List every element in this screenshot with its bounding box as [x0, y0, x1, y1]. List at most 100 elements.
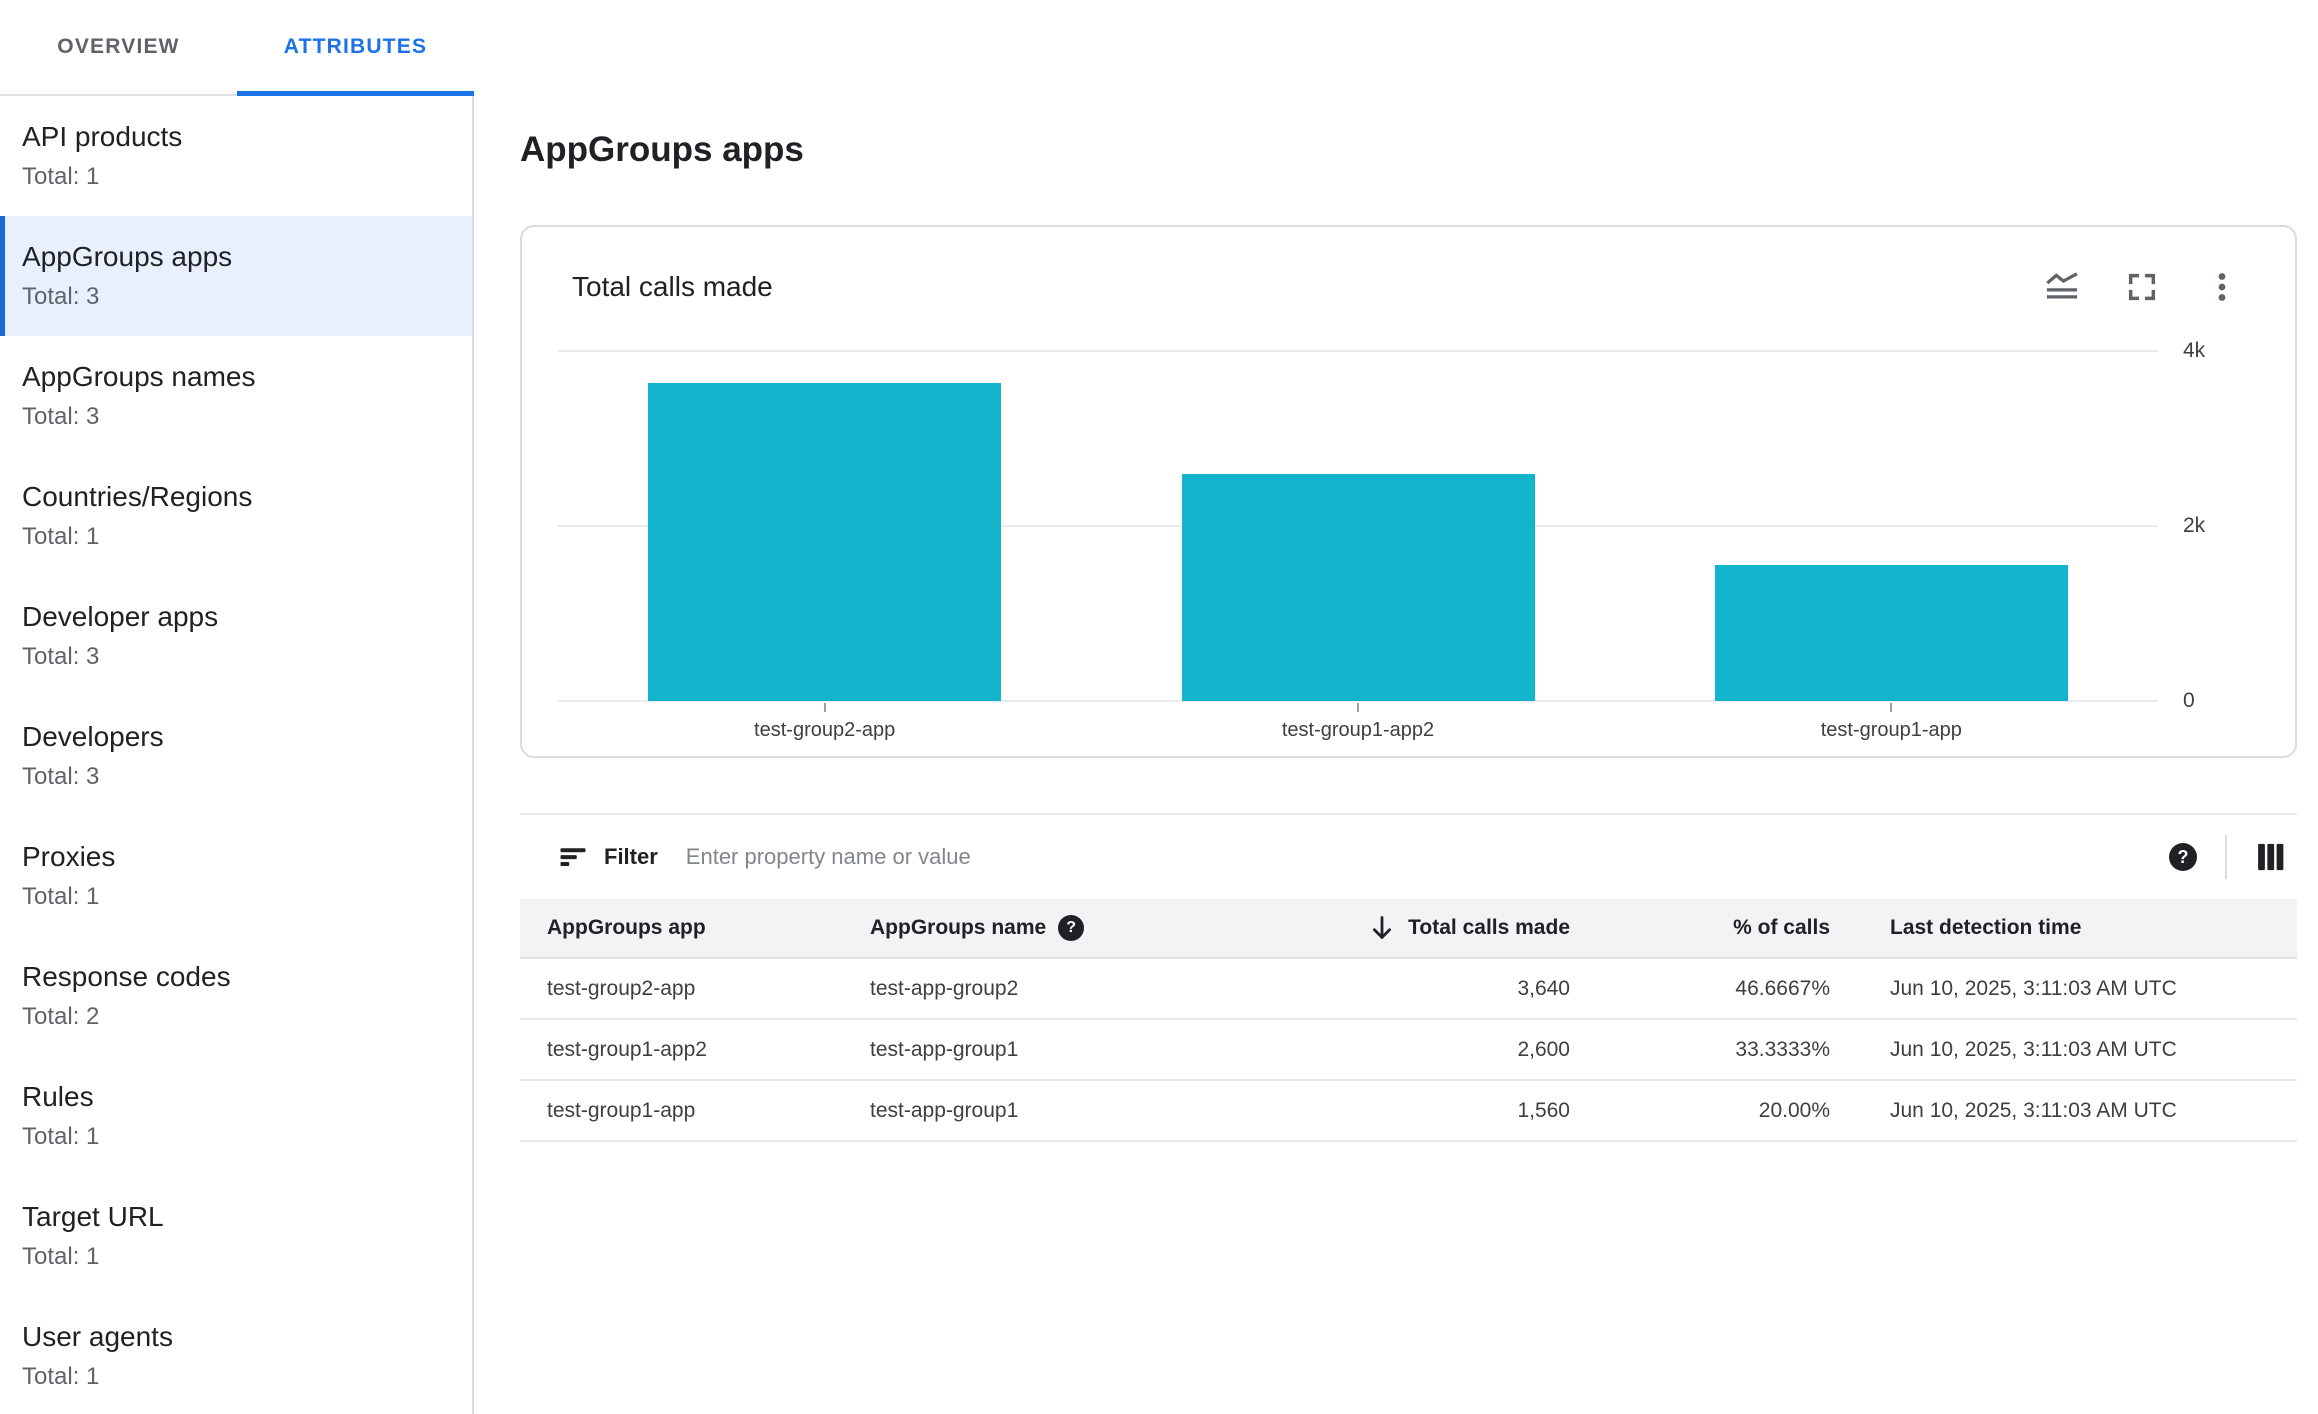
main-content: AppGroups apps Total calls made [474, 0, 2318, 1414]
chart-card: Total calls made [520, 225, 2297, 758]
x-axis-label-test-group1-app2: test-group1-app2 [1281, 719, 1435, 741]
sidebar-item-label: Proxies [22, 841, 116, 872]
column-help-icon[interactable]: ? [1058, 915, 1085, 941]
tab-attributes[interactable]: ATTRIBUTES [237, 0, 474, 96]
sidebar-item-total: Total: 3 [22, 763, 100, 790]
table-body: test-group2-app test-app-group2 3,640 46.66… [520, 959, 2297, 1142]
sidebar-item-label: AppGroups names [22, 361, 256, 392]
cell-last-detection-time: Jun 10, 2025, 3:11:03 AM UTC [1890, 976, 2177, 1000]
cell--of-calls: 20.00% [1758, 1098, 1830, 1122]
sidebar-item-total: Total: 1 [22, 523, 100, 550]
left-column: OVERVIEW ATTRIBUTES API products Total: 1… [0, 0, 474, 1414]
column-header--of-calls[interactable]: % of calls [1570, 916, 1830, 940]
attribute-table-section: Filter ? AppGroups app AppGroups name? Tot… [520, 813, 2297, 1142]
sidebar-item-total: Total: 2 [22, 1003, 100, 1030]
x-axis-label-test-group1-app: test-group1-app [1820, 719, 1962, 741]
filter-help-icon[interactable]: ? [2169, 843, 2197, 871]
x-axis-tick [1357, 703, 1359, 712]
tab-overview[interactable]: OVERVIEW [57, 35, 180, 58]
x-axis-label-test-group2-app: test-group2-app [754, 719, 896, 741]
sidebar-item-label: Rules [22, 1081, 94, 1112]
sidebar-item-rules[interactable]: Rules Total: 1 [0, 1056, 472, 1176]
gridline-4k [558, 350, 2158, 352]
cell-appgroups-app: test-group1-app2 [547, 1037, 707, 1061]
sidebar-item-response-codes[interactable]: Response codes Total: 2 [0, 936, 472, 1056]
sidebar-item-developers[interactable]: Developers Total: 3 [0, 696, 472, 816]
more-options-icon[interactable] [2204, 269, 2240, 305]
sidebar-item-appgroups-names[interactable]: AppGroups names Total: 3 [0, 336, 472, 456]
sidebar-item-total: Total: 1 [22, 1363, 100, 1390]
table-header-row: AppGroups app AppGroups name? Total calls … [520, 899, 2297, 959]
column-header-last-detection-time[interactable]: Last detection time [1830, 916, 2297, 940]
sidebar-item-total: Total: 1 [22, 1243, 100, 1270]
sidebar-item-appgroups-apps[interactable]: AppGroups apps Total: 3 [0, 216, 472, 336]
sidebar-item-total: Total: 3 [22, 403, 100, 430]
chart-card-actions [2044, 269, 2240, 305]
cell-last-detection-time: Jun 10, 2025, 3:11:03 AM UTC [1890, 1098, 2177, 1122]
sidebar-item-target-url[interactable]: Target URL Total: 1 [0, 1176, 472, 1296]
sidebar-item-label: Response codes [22, 961, 231, 992]
cell--of-calls: 46.6667% [1735, 976, 1830, 1000]
chart-title: Total calls made [572, 271, 773, 302]
fullscreen-icon[interactable] [2124, 269, 2160, 305]
sidebar-item-total: Total: 1 [22, 883, 100, 910]
sidebar-item-user-agents[interactable]: User agents Total: 1 [0, 1296, 472, 1414]
bar-test-group1-app[interactable] [1714, 564, 2068, 701]
table-row: test-group1-app test-app-group1 1,560 20.00… [520, 1081, 2297, 1142]
cell-total-calls-made: 3,640 [1517, 976, 1570, 1000]
sort-desc-icon [1368, 914, 1396, 942]
column-header-label: AppGroups app [547, 916, 706, 939]
sidebar-item-proxies[interactable]: Proxies Total: 1 [0, 816, 472, 936]
cell-total-calls-made: 2,600 [1517, 1037, 1570, 1061]
bar-test-group2-app[interactable] [648, 382, 1002, 701]
sidebar-item-api-products[interactable]: API products Total: 1 [0, 96, 472, 216]
filter-icon [558, 842, 588, 872]
x-axis-tick [1890, 703, 1893, 712]
sidebar-item-label: Countries/Regions [22, 481, 253, 512]
sidebar-item-developer-apps[interactable]: Developer apps Total: 3 [0, 576, 472, 696]
sidebar-item-label: AppGroups apps [22, 241, 233, 272]
cell-last-detection-time: Jun 10, 2025, 3:11:03 AM UTC [1890, 1037, 2177, 1061]
chart-type-icon[interactable] [2044, 269, 2080, 305]
cell-appgroups-name: test-app-group2 [870, 976, 1019, 1000]
sidebar-item-label: Developers [22, 721, 164, 752]
y-axis-label-4k: 4k [2183, 339, 2206, 362]
column-header-label: % of calls [1733, 916, 1830, 939]
sidebar-item-total: Total: 1 [22, 1123, 100, 1150]
bar-chart: 4k 2k 0 test-group2-app test-group1-app2 test… [558, 339, 2205, 741]
sidebar-item-label: API products [22, 121, 183, 152]
cell--of-calls: 33.3333% [1735, 1037, 1830, 1061]
cell-appgroups-app: test-group1-app [547, 1098, 696, 1122]
column-header-appgroups-app[interactable]: AppGroups app [520, 916, 870, 940]
column-header-appgroups-name[interactable]: AppGroups name? [870, 915, 1340, 941]
sidebar-item-total: Total: 3 [22, 643, 100, 670]
sidebar-item-countries-regions[interactable]: Countries/Regions Total: 1 [0, 456, 472, 576]
x-axis-tick [823, 703, 826, 712]
filter-divider [2225, 835, 2227, 879]
gridline-0 [558, 700, 2158, 702]
y-axis-label-0: 0 [2183, 689, 2195, 712]
sidebar-item-label: User agents [22, 1321, 173, 1352]
sidebar-item-label: Developer apps [22, 601, 219, 632]
cell-appgroups-name: test-app-group1 [870, 1037, 1019, 1061]
page-title: AppGroups apps [520, 130, 804, 169]
column-header-label: AppGroups name [870, 916, 1047, 939]
column-options-icon[interactable] [2255, 842, 2285, 872]
table-row: test-group1-app2 test-app-group1 2,600 33.3… [520, 1020, 2297, 1081]
column-header-total-calls-made[interactable]: Total calls made [1340, 914, 1570, 942]
y-axis-label-2k: 2k [2183, 514, 2206, 537]
filter-bar: Filter ? [520, 815, 2297, 899]
sidebar-item-total: Total: 3 [22, 283, 100, 310]
filter-input[interactable] [683, 843, 2169, 871]
sidebar-item-total: Total: 1 [22, 163, 100, 190]
filter-label: Filter [604, 844, 658, 869]
table-row: test-group2-app test-app-group2 3,640 46.66… [520, 959, 2297, 1020]
bar-test-group1-app2[interactable] [1181, 473, 1535, 701]
sidebar-item-label: Target URL [22, 1201, 164, 1232]
column-header-label: Last detection time [1890, 916, 2082, 939]
tab-bar: OVERVIEW ATTRIBUTES [0, 0, 474, 96]
cell-total-calls-made: 1,560 [1517, 1098, 1570, 1122]
cell-appgroups-name: test-app-group1 [870, 1098, 1019, 1122]
cell-appgroups-app: test-group2-app [547, 976, 696, 1000]
